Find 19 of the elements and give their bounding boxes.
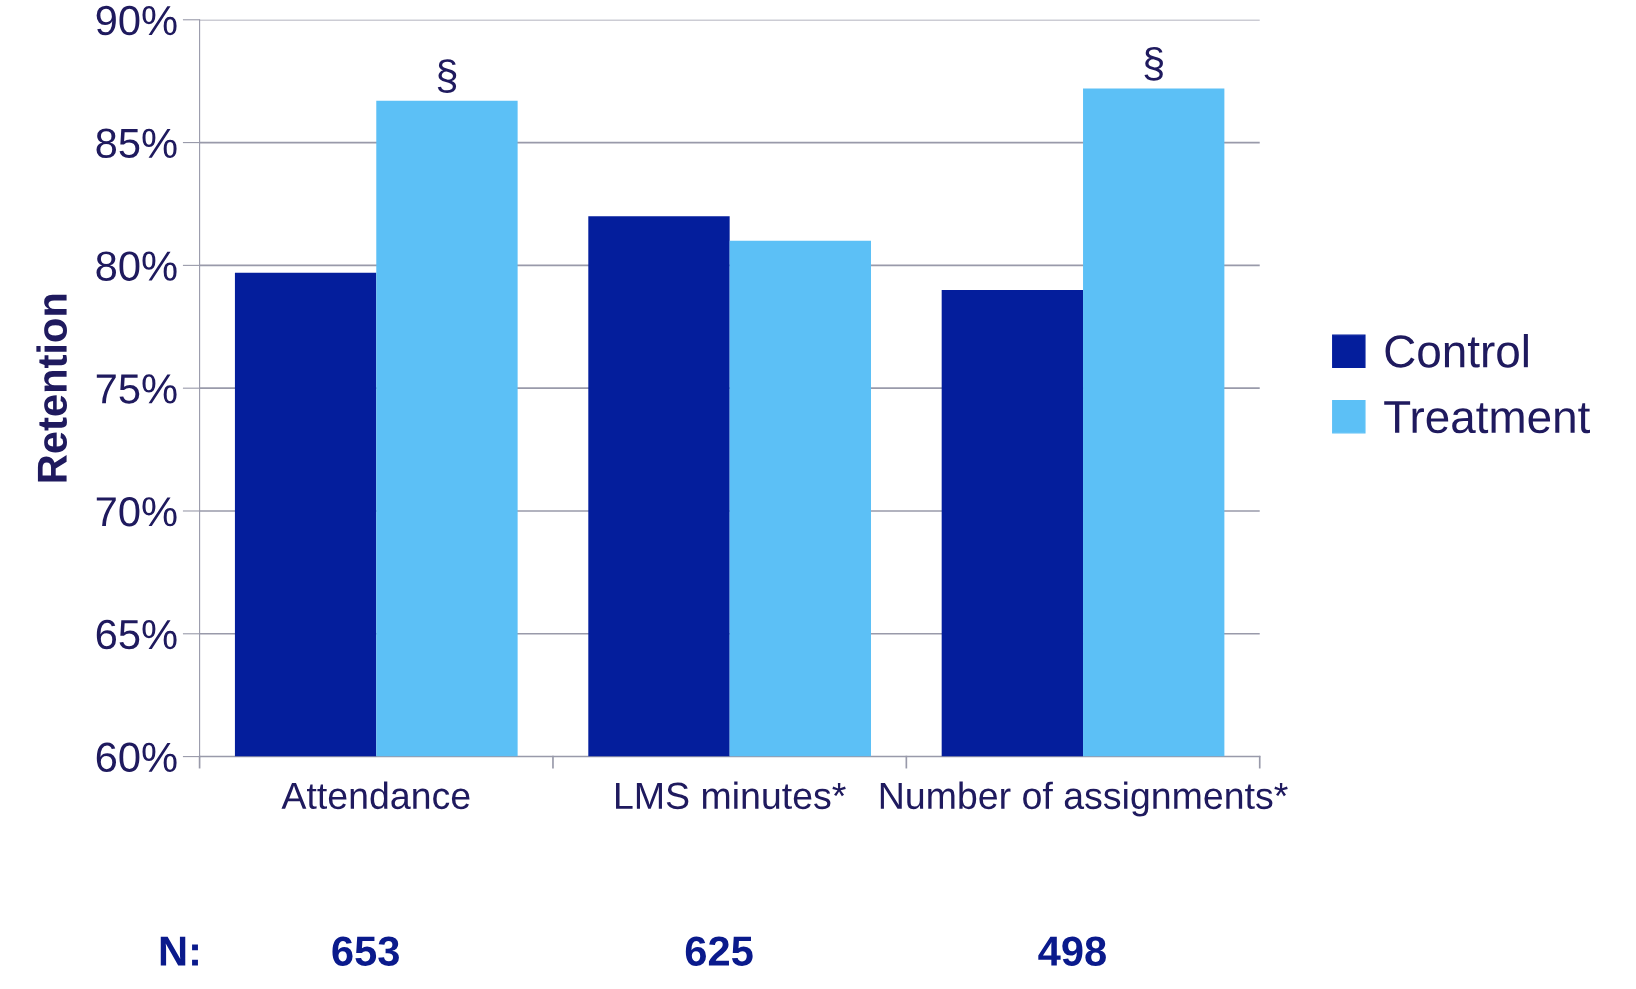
annotation: § — [1144, 46, 1163, 81]
x-tick-label: Number of assignments* — [880, 781, 1288, 817]
legend-label: Control — [1385, 334, 1528, 368]
y-tick-label: 70% — [96, 496, 177, 527]
x-tick-label: LMS minutes* — [616, 781, 846, 810]
text: 625 — [685, 936, 753, 966]
x-tick-label: Attendance — [281, 781, 470, 810]
y-tick-label: 65% — [96, 619, 177, 650]
text: 498 — [1038, 936, 1106, 966]
y-tick-label: 60% — [96, 742, 177, 773]
y-tick-label: 90% — [96, 5, 177, 36]
y-axis-title: Retention — [36, 294, 67, 482]
text: N: — [160, 936, 198, 966]
y-tick-label: 85% — [96, 128, 177, 159]
annotation: § — [437, 59, 457, 93]
legend-label: Treatment — [1384, 401, 1590, 434]
text: 653 — [332, 936, 399, 966]
y-tick-label: 80% — [96, 251, 177, 281]
y-tick-label: 75% — [96, 374, 177, 404]
